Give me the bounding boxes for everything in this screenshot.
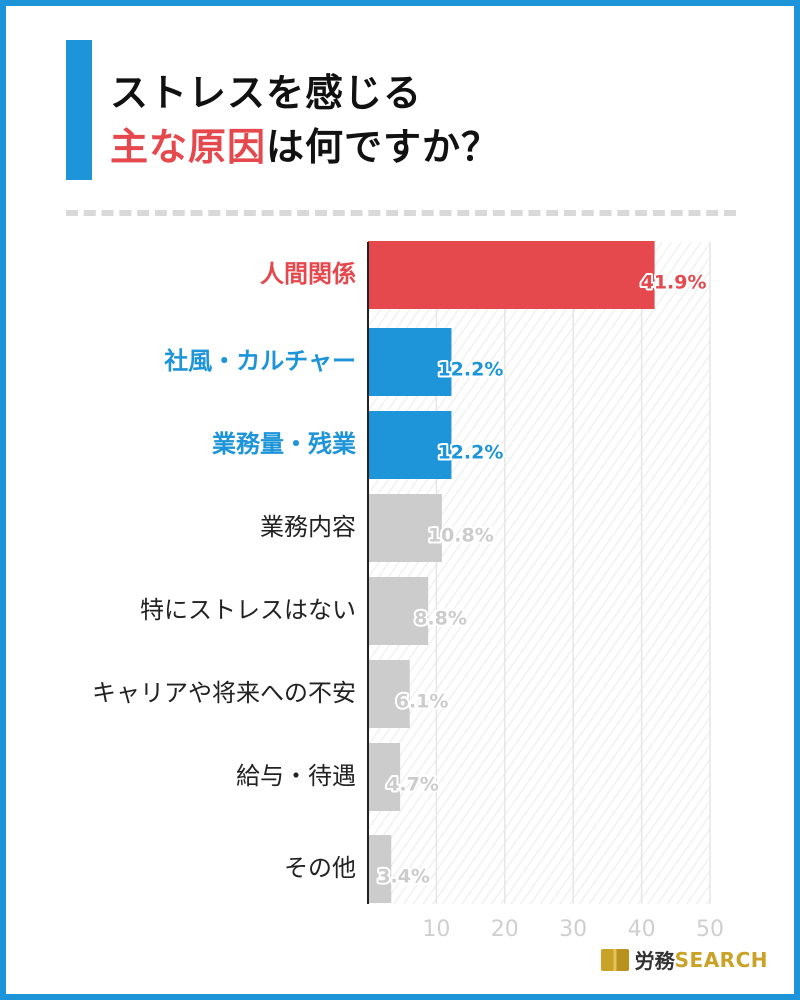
bar [368,411,452,479]
value-label: 8.8% [414,608,467,630]
category-label: 業務量・残業 [212,430,356,458]
value-label: 12.2% [437,359,503,381]
value-label: 4.7% [386,774,439,796]
logo-en-text: SEARCH [674,947,768,972]
dashed-divider [66,210,736,216]
value-label: 41.9% [641,272,707,294]
bar [368,494,442,562]
x-tick-label: 20 [491,917,519,942]
value-label: 12.2% [437,442,503,464]
bar [368,743,401,811]
value-label: 10.8% [428,525,494,547]
bar [368,577,429,645]
category-label: キャリアや将来への不安 [92,679,356,707]
category-label: 業務内容 [260,513,356,541]
value-label: 3.4% [377,866,430,888]
logo: 労務 SEARCH [600,945,768,974]
category-label: 給与・待遇 [236,762,356,790]
bar [368,328,452,396]
title-highlight: 主な原因 [110,125,267,169]
bar [368,241,655,309]
bar [368,835,392,903]
category-label: その他 [284,854,356,882]
category-label: 特にストレスはない [140,596,356,624]
bar-chart: 10 20 30 40 50 人間関係 41.9% 社風・カルチャー 12.2% 業務量・残業 12… [92,241,726,944]
x-tick-label: 50 [696,917,724,942]
category-label: 人間関係 [260,260,356,288]
category-label: 社風・カルチャー [164,347,356,375]
value-label: 6.1% [396,691,449,713]
book-logo-icon [600,948,629,971]
x-tick-label: 40 [628,917,656,942]
bar [368,660,410,728]
title-line-2: 主な原因は何ですか？ [110,116,500,171]
title-accent-bar [66,40,92,180]
title-rest: は何ですか？ [266,125,501,169]
x-tick-label: 10 [422,917,450,942]
logo-jp-text: 労務 [634,949,675,973]
x-tick-label: 30 [559,917,587,942]
title-line-1: ストレスを感じる [110,71,423,115]
